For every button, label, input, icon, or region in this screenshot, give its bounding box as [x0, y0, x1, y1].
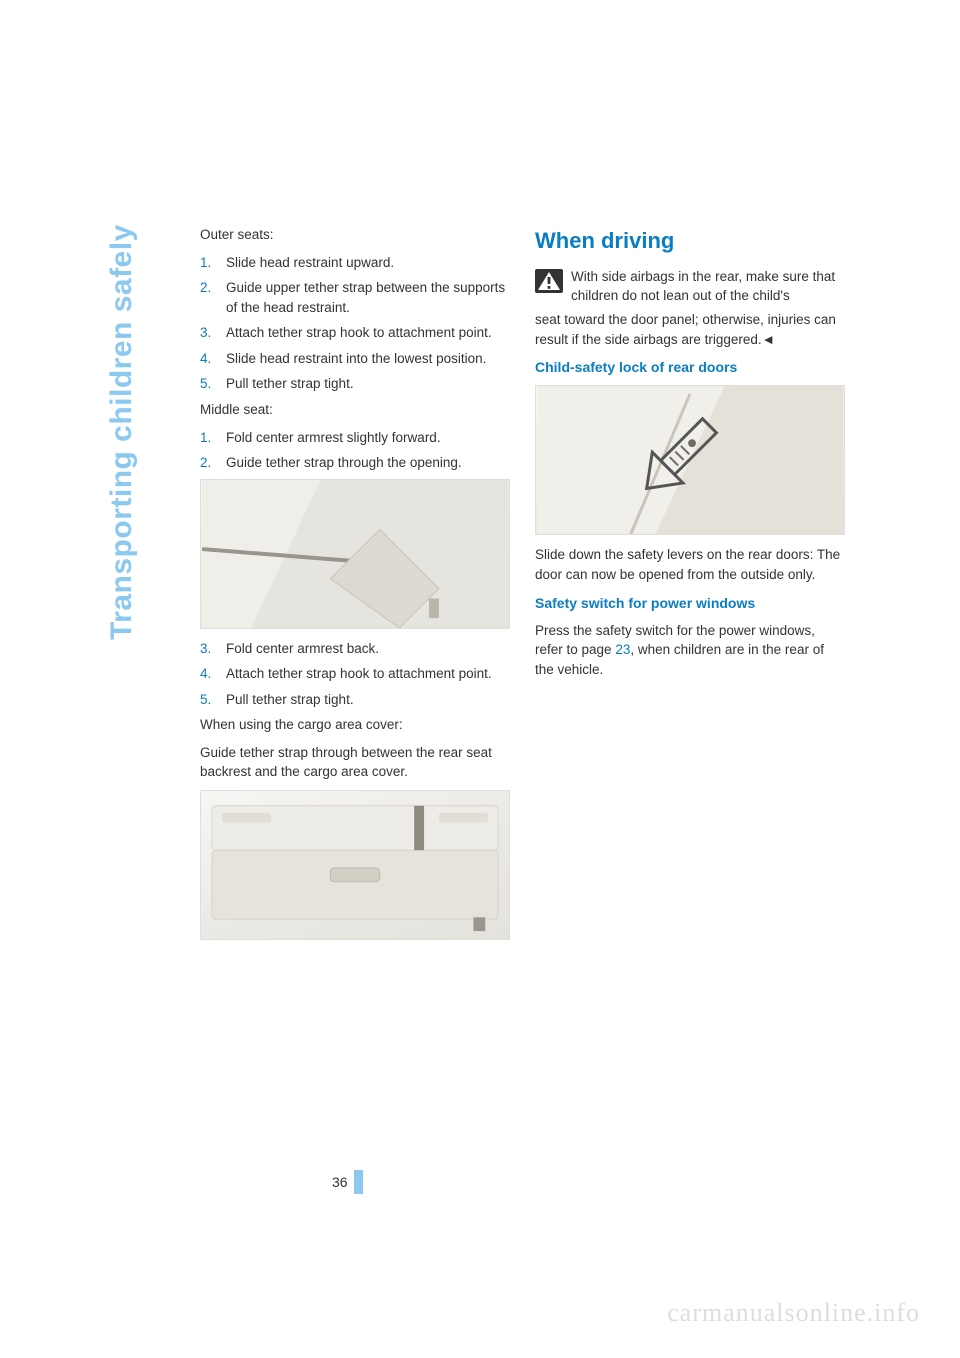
cargo-text: Guide tether strap through between the r… — [200, 743, 510, 782]
page-reference-link[interactable]: 23 — [615, 642, 630, 657]
list-item: 1. Fold center armrest slightly forward. — [200, 428, 510, 448]
step-number: 2. — [200, 278, 216, 317]
warning-block: With side airbags in the rear, make sure… — [535, 267, 845, 306]
list-item: 5. Pull tether strap tight. — [200, 374, 510, 394]
figure-armrest — [200, 479, 510, 629]
list-item: 4. Slide head restraint into the lowest p… — [200, 349, 510, 369]
step-number: 1. — [200, 428, 216, 448]
step-text: Guide upper tether strap between the sup… — [226, 278, 510, 317]
safety-switch-heading: Safety switch for power windows — [535, 593, 845, 613]
outer-seats-label: Outer seats: — [200, 225, 510, 245]
step-number: 5. — [200, 690, 216, 710]
when-driving-heading: When driving — [535, 225, 845, 257]
child-lock-heading: Child-safety lock of rear doors — [535, 357, 845, 377]
list-item: 2. Guide tether strap through the opening… — [200, 453, 510, 473]
safety-switch-text: Press the safety switch for the power wi… — [535, 621, 845, 680]
list-item: 1. Slide head restraint upward. — [200, 253, 510, 273]
step-number: 1. — [200, 253, 216, 273]
page-number-bar — [354, 1170, 363, 1194]
step-text: Guide tether strap through the opening. — [226, 453, 510, 473]
end-marker-icon: ◄ — [762, 332, 775, 347]
step-number: 2. — [200, 453, 216, 473]
list-item: 4. Attach tether strap hook to attachment… — [200, 664, 510, 684]
step-text: Pull tether strap tight. — [226, 374, 510, 394]
list-item: 3. Fold center armrest back. — [200, 639, 510, 659]
step-number: 3. — [200, 323, 216, 343]
page-number: 36 — [332, 1170, 363, 1194]
middle-seat-steps-a: 1.Fold center armrest slightly forward. … — [200, 428, 510, 473]
middle-seat-label: Middle seat: — [200, 400, 510, 420]
step-text: Fold center armrest back. — [226, 639, 510, 659]
step-number: 5. — [200, 374, 216, 394]
list-item: 5. Pull tether strap tight. — [200, 690, 510, 710]
warning-text-rest: seat toward the door panel; otherwise, i… — [535, 310, 845, 349]
step-number: 4. — [200, 664, 216, 684]
step-text: Slide head restraint upward. — [226, 253, 510, 273]
step-number: 3. — [200, 639, 216, 659]
middle-seat-steps-b: 3. Fold center armrest back. 4. Attach tet… — [200, 639, 510, 710]
step-text: Slide head restraint into the lowest pos… — [226, 349, 510, 369]
child-lock-text: Slide down the safety levers on the rear… — [535, 545, 845, 584]
warning-icon — [535, 269, 563, 293]
warning-continuation: seat toward the door panel; otherwise, i… — [535, 312, 836, 347]
step-text: Pull tether strap tight. — [226, 690, 510, 710]
step-text: Attach tether strap hook to attachment p… — [226, 664, 510, 684]
left-column: Outer seats: 1. Slide head restraint upwa… — [200, 225, 510, 950]
warning-text-lead: With side airbags in the rear, make sure… — [571, 267, 845, 306]
outer-seats-steps: 1. Slide head restraint upward. 2. Guide u… — [200, 253, 510, 394]
manual-page: Transporting children safely Outer seats… — [0, 0, 960, 1358]
figure-child-lock — [535, 385, 845, 535]
cargo-label: When using the cargo area cover: — [200, 715, 510, 735]
step-text: Attach tether strap hook to attachment p… — [226, 323, 510, 343]
step-text: Fold center armrest slightly forward. — [226, 428, 510, 448]
list-item: 3. Attach tether strap hook to attachment… — [200, 323, 510, 343]
side-section-title: Transporting children safely — [105, 224, 139, 640]
list-item: 2. Guide upper tether strap between the s… — [200, 278, 510, 317]
figure-cargo-cover — [200, 790, 510, 940]
watermark: carmanualsonline.info — [667, 1298, 920, 1328]
right-column: When driving With side airbags in the re… — [535, 225, 845, 688]
page-number-value: 36 — [332, 1174, 348, 1190]
step-number: 4. — [200, 349, 216, 369]
